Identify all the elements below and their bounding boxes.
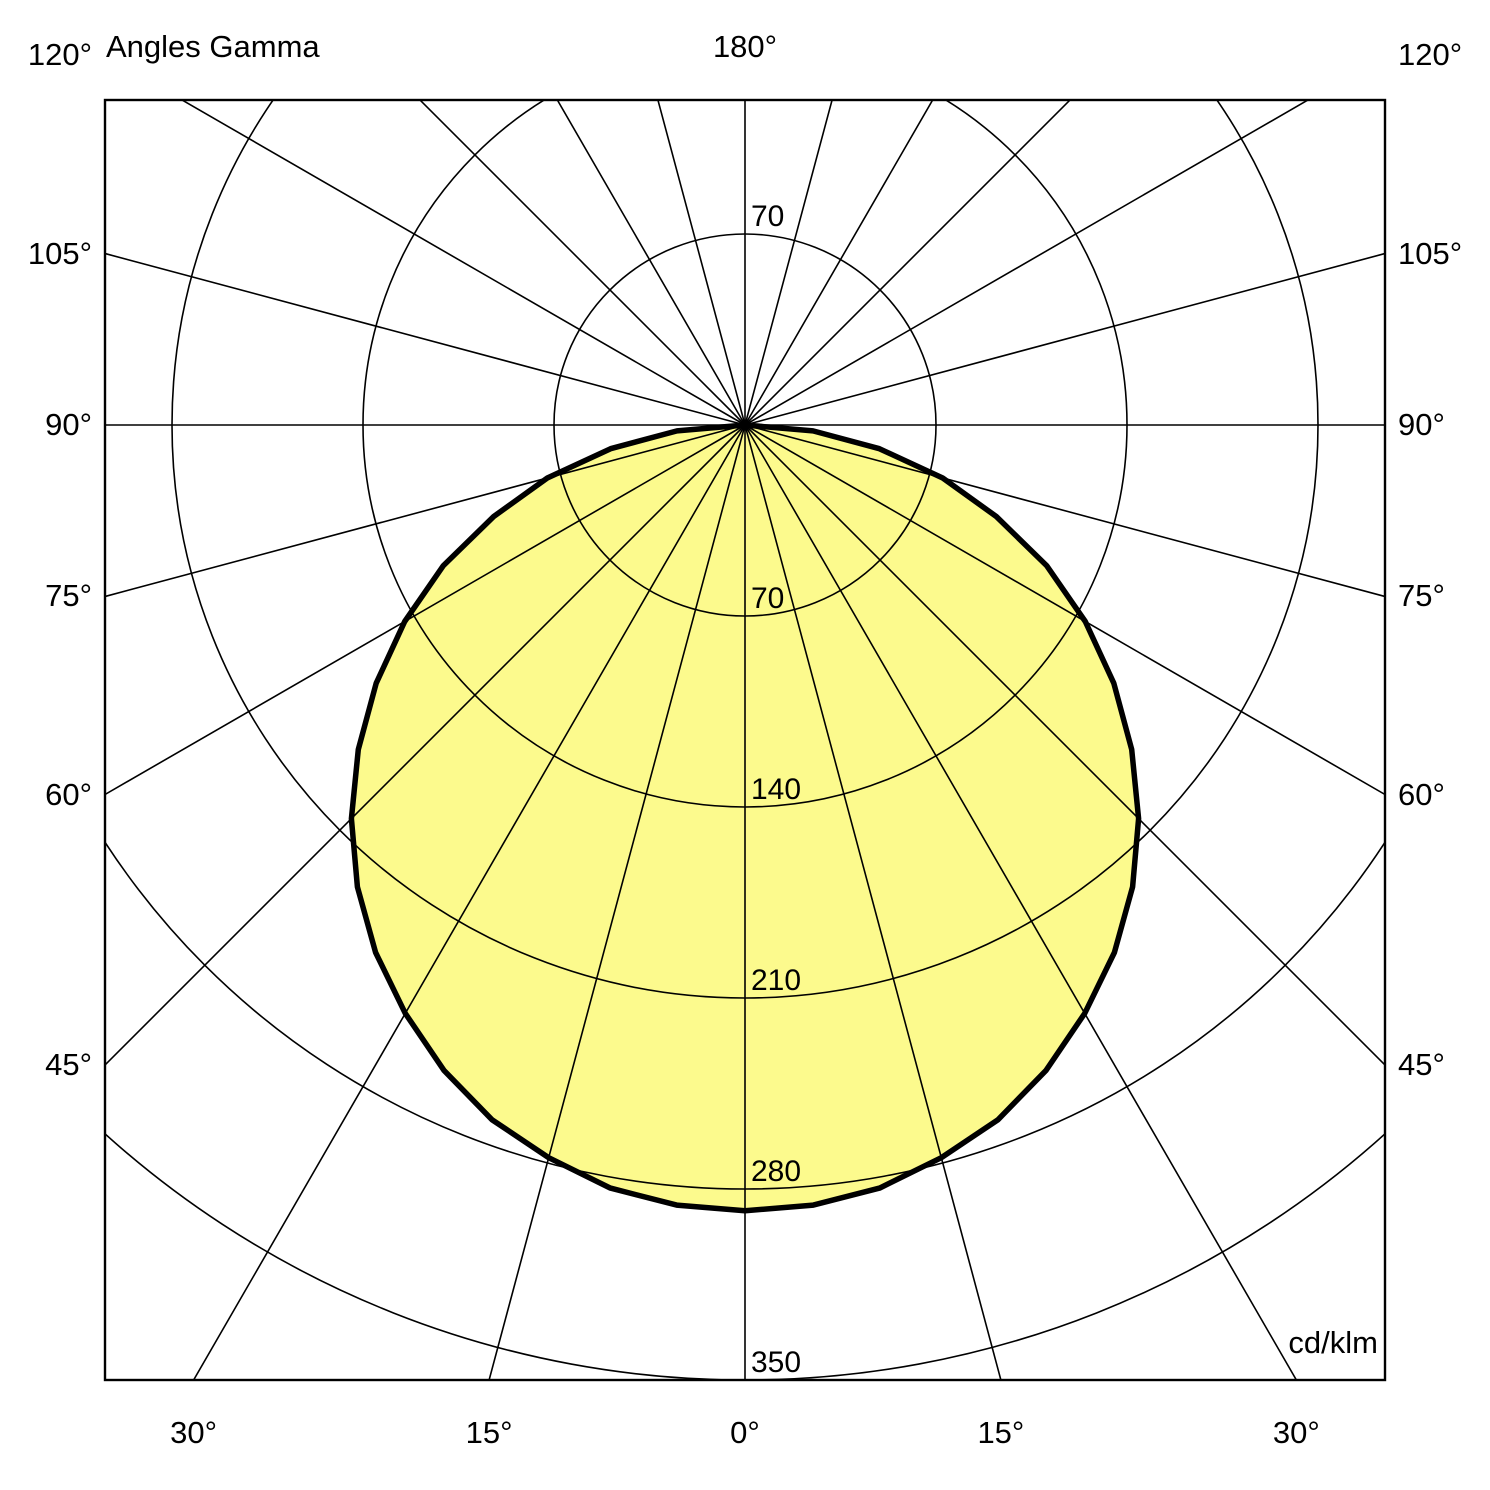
radial-tick-label: 350 (751, 1346, 801, 1379)
top-axis-label: 180° (712, 29, 778, 64)
unit-label: cd/klm (1288, 1325, 1378, 1360)
grid-radial-line (418, 100, 746, 426)
radial-tick-label: 70 (751, 582, 784, 615)
gamma-label-left-90: 90° (45, 407, 92, 442)
gamma-label-right-45: 45° (1398, 1047, 1445, 1082)
gamma-label-right-105: 105° (1398, 235, 1463, 271)
gamma-label-left-75: 75° (45, 578, 92, 614)
grid-radial-line (105, 424, 746, 598)
grid-radial-line (744, 100, 833, 426)
radial-tick-label: 140 (751, 773, 801, 806)
grid-radial-line (744, 424, 1385, 1067)
gamma-label-left-60: 60° (45, 776, 92, 812)
grid-radial-line (556, 100, 746, 426)
gamma-label-bottom-15: 15° (977, 1415, 1025, 1450)
gamma-label-left-120: 120° (27, 37, 92, 73)
chart-title: Angles Gamma (106, 29, 320, 64)
grid-radial-line (657, 100, 746, 426)
grid-radial-line (192, 424, 746, 1380)
gamma-label-right-60: 60° (1398, 776, 1445, 812)
grid-radial-line (744, 252, 1385, 426)
radial-tick-labels: 70 70 140 210 280 350 (751, 200, 801, 1379)
gamma-label-right-90: 90° (1398, 407, 1445, 442)
radial-tick-label: 210 (751, 964, 801, 997)
grid-radial-line (744, 424, 1298, 1380)
grid-radial-line (744, 424, 1002, 1380)
radial-tick-label-upper: 70 (751, 200, 784, 233)
gamma-label-bottom-30: 30° (1272, 1415, 1320, 1450)
grid-radial-line (105, 424, 746, 796)
grid-radial-line (744, 100, 1072, 426)
gamma-label-bottom--30: 30° (170, 1415, 218, 1450)
gamma-label-left-45: 45° (45, 1047, 92, 1082)
gamma-label-bottom-0: 0° (730, 1415, 760, 1450)
radial-tick-label: 280 (751, 1155, 801, 1188)
grid-radial-line (105, 252, 746, 426)
grid-radial-line (744, 100, 934, 426)
grid-radial-line (105, 424, 746, 1067)
plot-border (103, 98, 1387, 1382)
intensity-curve-outline (348, 422, 1142, 1214)
grid-radial-line (744, 100, 1310, 426)
gamma-label-bottom--15: 15° (465, 1415, 513, 1450)
grid-radial-line (488, 424, 746, 1380)
grid-radial-line (744, 424, 1385, 796)
gamma-label-left-105: 105° (27, 235, 92, 271)
gamma-label-right-75: 75° (1398, 578, 1445, 614)
gamma-label-right-120: 120° (1398, 37, 1463, 73)
grid-radial-line (180, 100, 746, 426)
grid-radial-line (744, 424, 1385, 598)
